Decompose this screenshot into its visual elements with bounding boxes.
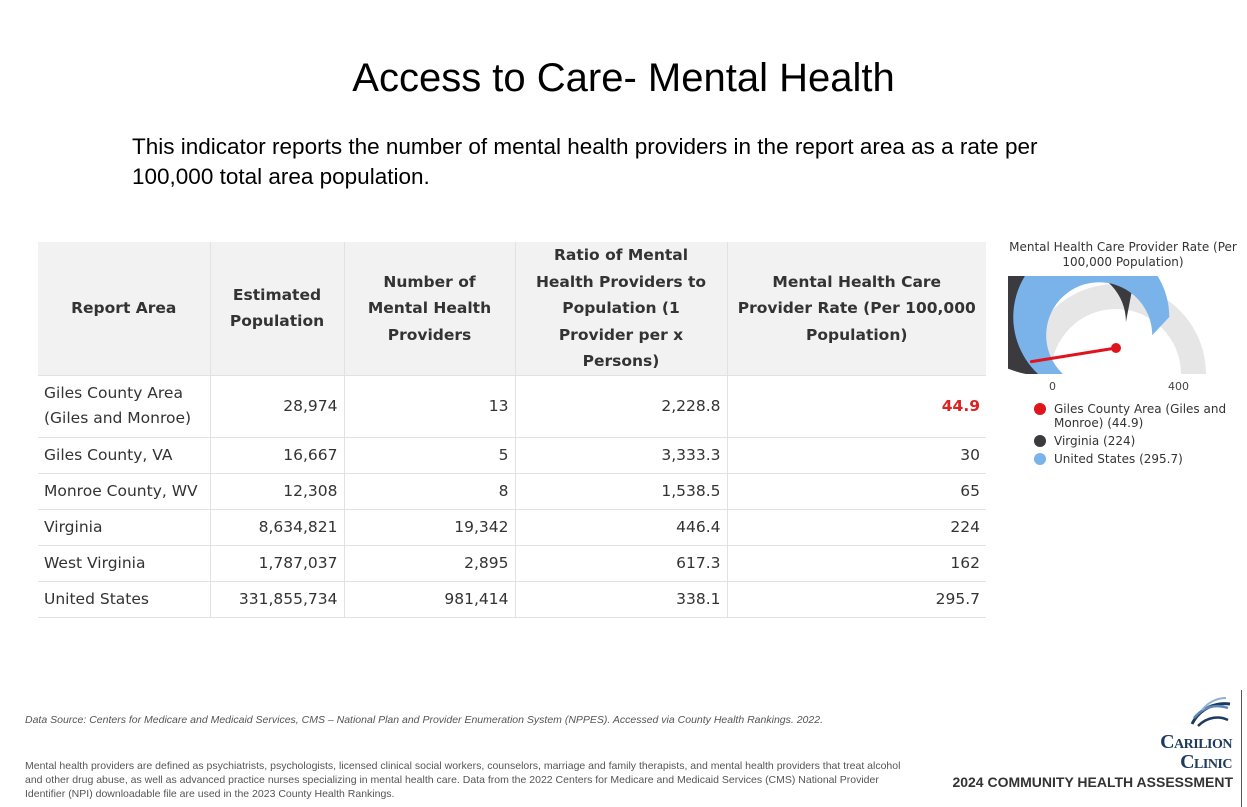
cell-ratio: 3,333.3 [515,437,728,474]
logo-line-2: Clinic [1180,751,1232,773]
cell-providers: 2,895 [344,545,516,582]
legend-item-giles: Giles County Area (Giles and Monroe) (44… [1034,402,1234,430]
cell-rate: 44.9 [727,375,986,438]
rate-gauge-chart: Mental Health Care Provider Rate (Per 10… [1008,240,1238,480]
cell-area: Monroe County, WV [38,473,211,510]
cell-providers: 13 [344,375,516,438]
cell-providers: 19,342 [344,509,516,546]
data-source-note: Data Source: Centers for Medicare and Me… [25,714,823,726]
cell-rate: 30 [727,437,986,474]
provider-data-table: Report Area Estimated Population Number … [38,242,986,618]
legend-label: United States (295.7) [1054,452,1183,466]
cell-ratio: 617.3 [515,545,728,582]
table-row: United States 331,855,734 981,414 338.1 … [38,581,986,618]
header-provider-rate: Mental Health Care Provider Rate (Per 10… [727,242,986,376]
legend-label: Giles County Area (Giles and Monroe) (44… [1054,402,1227,430]
cell-ratio: 1,538.5 [515,473,728,510]
table-row: Monroe County, WV 12,308 8 1,538.5 65 [38,473,986,510]
cell-area: United States [38,581,211,618]
cell-ratio: 2,228.8 [515,375,728,438]
cell-providers: 8 [344,473,516,510]
cell-providers: 5 [344,437,516,474]
logo-line-1: Carilion [1160,731,1232,753]
carilion-logo-mark-icon [1190,697,1231,727]
header-estimated-population: Estimated Population [210,242,345,376]
footer-divider [1241,690,1242,807]
cell-area: West Virginia [38,545,211,582]
gauge-band-united-states [1013,276,1170,374]
cell-rate: 162 [727,545,986,582]
cell-population: 28,974 [210,375,345,438]
cell-area: Giles County, VA [38,437,211,474]
cell-rate: 65 [727,473,986,510]
page-title: Access to Care- Mental Health [352,56,895,100]
gauge-svg [1008,276,1206,374]
definition-note: Mental health providers are defined as p… [25,760,901,800]
legend-item-united-states: United States (295.7) [1034,452,1234,466]
gauge-legend: Giles County Area (Giles and Monroe) (44… [1034,402,1234,470]
table-row: West Virginia 1,787,037 2,895 617.3 162 [38,545,986,582]
cell-providers: 981,414 [344,581,516,618]
header-number-of-providers: Number of Mental Health Providers [344,242,516,376]
legend-dot [1034,435,1046,447]
gauge-needle [1029,346,1118,364]
cell-rate: 295.7 [727,581,986,618]
gauge-title: Mental Health Care Provider Rate (Per 10… [1009,240,1237,269]
table-header-row: Report Area Estimated Population Number … [38,242,986,376]
cell-population: 8,634,821 [210,509,345,546]
gauge-max-label: 400 [1168,380,1189,393]
cell-area: Virginia [38,509,211,546]
cell-rate: 224 [727,509,986,546]
legend-label: Virginia (224) [1054,434,1136,448]
legend-dot [1034,453,1046,465]
cell-population: 331,855,734 [210,581,345,618]
header-report-area: Report Area [38,242,211,376]
legend-item-virginia: Virginia (224) [1034,434,1234,448]
legend-dot [1034,403,1046,415]
cell-population: 16,667 [210,437,345,474]
assessment-label: 2024 COMMUNITY HEALTH ASSESSMENT [952,774,1233,790]
carilion-clinic-logo-text: Carilion Clinic [1120,732,1232,772]
cell-population: 12,308 [210,473,345,510]
table-row: Virginia 8,634,821 19,342 446.4 224 [38,509,986,546]
indicator-description: This indicator reports the number of men… [132,134,1038,189]
table-row: Giles County, VA 16,667 5 3,333.3 30 [38,437,986,474]
cell-population: 1,787,037 [210,545,345,582]
cell-ratio: 446.4 [515,509,728,546]
cell-ratio: 338.1 [515,581,728,618]
gauge-needle-hub [1111,343,1121,353]
table-row: Giles County Area (Giles and Monroe) 28,… [38,375,986,438]
cell-area: Giles County Area (Giles and Monroe) [38,375,211,438]
gauge-min-label: 0 [1049,380,1056,393]
header-provider-ratio: Ratio of Mental Health Providers to Popu… [515,242,728,376]
